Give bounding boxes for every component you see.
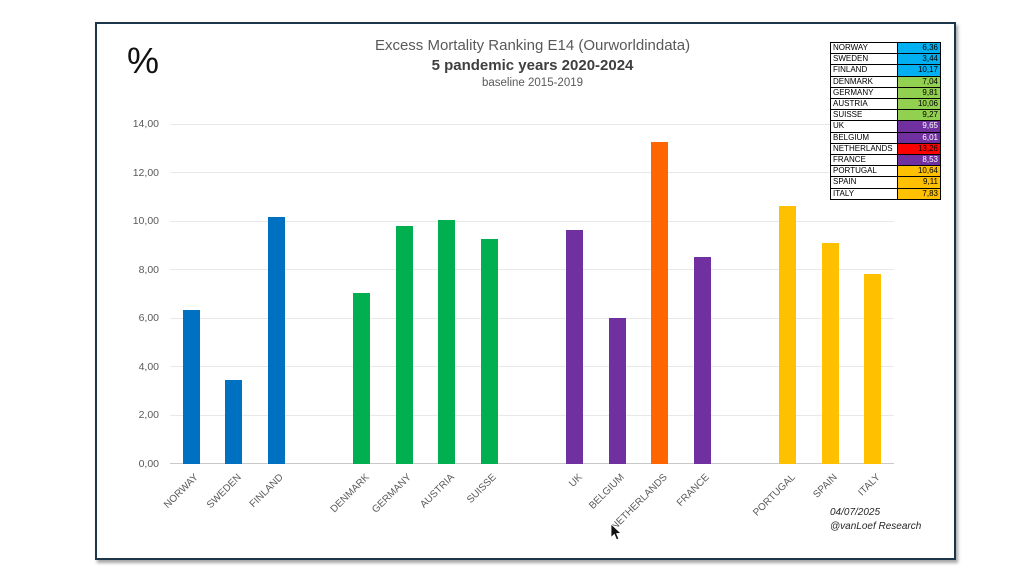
x-label-norway: NORWAY [162, 472, 202, 511]
legend-row: SPAIN 9,11 [830, 176, 941, 189]
legend-row: NETHERLANDS 13,26 [830, 142, 941, 156]
y-tick-label: 12,00 [132, 166, 159, 179]
y-tick-label: 10,00 [132, 215, 159, 228]
legend-country-cell: BELGIUM [830, 131, 898, 144]
legend-country-cell: FRANCE [830, 154, 898, 167]
bar-norway [182, 309, 200, 464]
legend-value-cell: 9,11 [897, 176, 941, 189]
legend-value-cell: 9,65 [897, 120, 941, 133]
legend-row: PORTUGAL 10,64 [830, 165, 941, 178]
gridline [170, 220, 894, 222]
legend-country-cell: SUISSE [830, 109, 898, 122]
legend-value-cell: 8,53 [897, 154, 941, 167]
legend-value-cell: 7,04 [897, 75, 941, 88]
legend-row: UK 9,65 [830, 120, 941, 133]
legend-table: NORWAY 6,36 SWEDEN 3,44 FINLAND 10,17 DENMARK 7… [830, 41, 941, 200]
legend-country-cell: FINLAND [830, 64, 898, 77]
legend-row: SUISSE 9,27 [830, 109, 941, 122]
x-label-finland: FINLAND [248, 472, 287, 511]
legend-row: AUSTRIA 10,06 [830, 98, 941, 111]
legend-country-cell: SWEDEN [830, 53, 898, 66]
y-tick-label: 2,00 [138, 409, 159, 422]
legend-country-cell: AUSTRIA [830, 98, 898, 111]
y-tick-label: 8,00 [138, 263, 159, 276]
x-label-italy: ITALY [856, 472, 883, 499]
legend-country-cell: DENMARK [830, 75, 898, 88]
bar-uk [566, 229, 584, 464]
legend-value-cell: 13,26 [897, 142, 941, 156]
x-axis-line [170, 463, 894, 464]
gridline [170, 414, 894, 416]
bar-belgium [608, 318, 626, 464]
date-note: 04/07/2025 [830, 507, 881, 518]
legend-country-cell: NORWAY [830, 41, 898, 55]
x-label-spain: SPAIN [811, 472, 840, 501]
legend-country-cell: NETHERLANDS [830, 142, 898, 156]
chart-panel: % Excess Mortality Ranking E14 (Ourworld… [95, 22, 956, 560]
legend-row: GERMANY 9,81 [830, 86, 941, 100]
gridline [170, 366, 894, 368]
x-label-austria: AUSTRIA [418, 472, 457, 511]
bar-france [693, 256, 711, 464]
x-label-germany: GERMANY [370, 472, 415, 516]
legend-row: NORWAY 6,36 [830, 41, 941, 55]
legend-row: FRANCE 8,53 [830, 154, 941, 167]
chart-baseline-note: baseline 2015-2019 [481, 77, 584, 89]
bar-germany [395, 225, 413, 464]
credit-note: @vanLoef Research [830, 521, 922, 532]
chart-title: Excess Mortality Ranking E14 (Ourworldin… [374, 37, 691, 54]
legend-value-cell: 7,83 [897, 187, 941, 200]
legend-country-cell: UK [830, 120, 898, 133]
mouse-cursor [610, 524, 622, 541]
x-label-uk: UK [566, 472, 585, 490]
legend-row: SWEDEN 3,44 [830, 53, 941, 66]
y-tick-label: 0,00 [138, 458, 159, 470]
legend-country-cell: ITALY [830, 187, 898, 200]
legend-row: BELGIUM 6,01 [830, 131, 941, 144]
legend-value-cell: 9,81 [897, 86, 941, 100]
legend-row: DENMARK 7,04 [830, 75, 941, 88]
legend-country-cell: PORTUGAL [830, 165, 898, 178]
y-tick-label: 6,00 [138, 312, 159, 325]
chart-subtitle: 5 pandemic years 2020-2024 [431, 57, 634, 74]
legend-row: FINLAND 10,17 [830, 64, 941, 77]
legend-value-cell: 10,17 [897, 64, 941, 77]
gridline [170, 172, 894, 174]
chart-title-block: Excess Mortality Ranking E14 (Ourworldin… [170, 36, 895, 91]
legend-value-cell: 6,01 [897, 131, 941, 144]
x-label-netherlands: NETHERLANDS [609, 472, 670, 533]
bar-suisse [480, 238, 498, 464]
x-label-portugal: PORTUGAL [750, 472, 798, 519]
legend-row: ITALY 7,83 [830, 187, 941, 200]
legend-value-cell: 6,36 [897, 41, 941, 55]
legend-country-cell: SPAIN [830, 176, 898, 189]
x-label-denmark: DENMARK [328, 472, 372, 516]
legend-value-cell: 9,27 [897, 109, 941, 122]
gridline [170, 317, 894, 319]
bar-finland [267, 217, 285, 464]
x-label-belgium: BELGIUM [587, 472, 627, 512]
bar-austria [438, 219, 456, 464]
x-label-france: FRANCE [675, 472, 713, 509]
bar-portugal [779, 205, 797, 464]
legend-value-cell: 10,06 [897, 98, 941, 111]
y-axis-unit-label: % [127, 40, 160, 81]
y-tick-label: 4,00 [138, 360, 159, 373]
plot-area [170, 123, 894, 464]
legend-value-cell: 10,64 [897, 165, 941, 178]
gridline [170, 269, 894, 271]
gridline [170, 123, 894, 125]
bar-spain [821, 242, 839, 464]
bar-netherlands [651, 141, 669, 464]
x-label-suisse: SUISSE [465, 472, 500, 506]
bar-sweden [225, 380, 243, 464]
y-tick-label: 14,00 [132, 118, 159, 130]
legend-value-cell: 3,44 [897, 53, 941, 66]
bar-denmark [353, 293, 371, 464]
bar-italy [864, 273, 882, 464]
legend-country-cell: GERMANY [830, 86, 898, 100]
